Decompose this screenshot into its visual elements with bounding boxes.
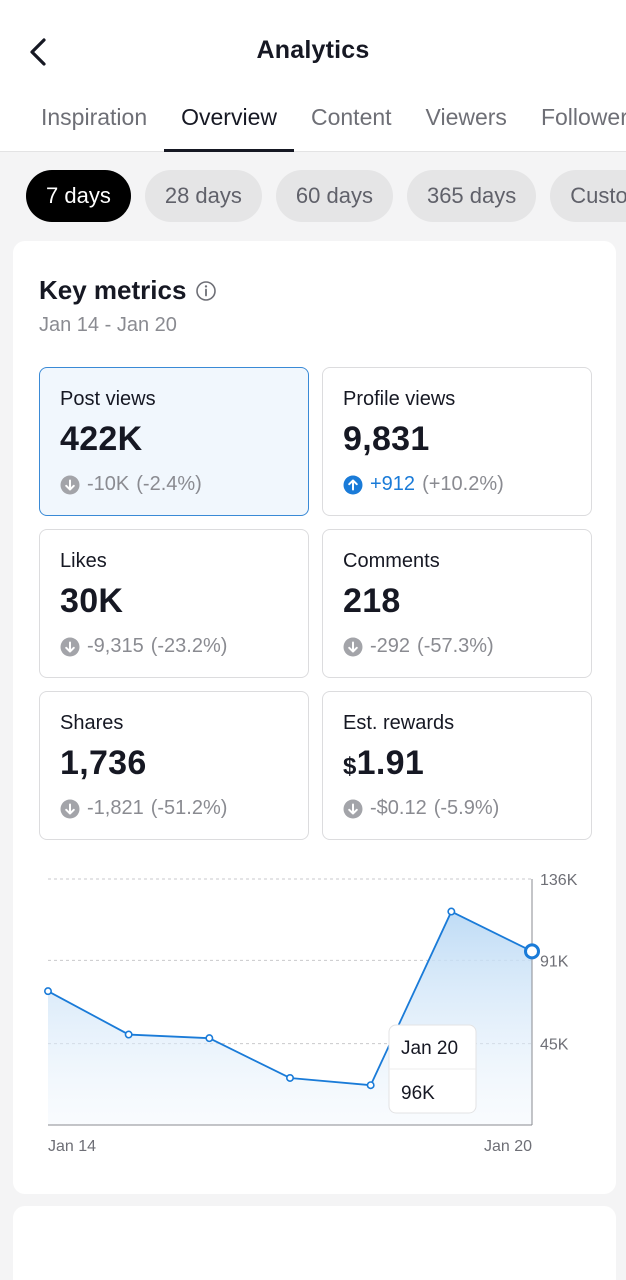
metric-percent: (-51.2%) [150,797,228,819]
info-icon[interactable] [195,280,217,302]
metric-change: -$0.12 (-5.9%) [343,797,591,820]
chart-tooltip-value: 96K [401,1083,435,1104]
metric-label: Est. rewards [343,712,455,734]
metric-change: -1,821 (-51.2%) [60,797,308,820]
arrow-down-circle-icon [60,637,80,657]
metric-change: -292 (-57.3%) [343,635,591,658]
metric-number: 218 [343,582,401,620]
chart-y-tick-label: 91K [540,953,569,970]
metric-percent: (+10.2%) [422,473,504,495]
tab-viewers[interactable]: Viewers [425,104,507,130]
metric-delta: -1,821 [87,797,144,819]
metric-tile-profile-views[interactable]: Profile views 9,831 +912 (+10.2%) [322,367,592,516]
metric-number: 30K [60,582,124,620]
chart-x-tick-label: Jan 14 [48,1138,96,1155]
metric-number: 1,736 [60,744,147,782]
filter-chip-365-days[interactable]: 365 days [406,170,537,222]
metric-value: 218 [343,582,591,621]
metric-number: 9,831 [343,420,430,458]
metric-number: 1.91 [356,744,425,782]
date-range-label: Jan 14 - Jan 20 [39,314,177,336]
arrow-down-circle-icon [343,799,363,819]
metric-value: 9,831 [343,420,591,459]
metric-value: 30K [60,582,308,621]
post-views-chart[interactable]: 45K 91K 136K Jan 14 Jan 20 Jan 20 96K [13,871,616,1171]
metric-value: 1,736 [60,744,308,783]
metric-value: $1.91 [343,744,591,783]
key-metrics-heading: Key metrics [39,275,217,306]
chart-point [43,987,52,996]
chart-tooltip-date: Jan 20 [401,1038,458,1059]
filter-chip-custom[interactable]: Custom [550,170,626,222]
metric-percent: (-57.3%) [417,635,494,657]
metric-change: +912 (+10.2%) [343,473,591,496]
filter-chip-28-days[interactable]: 28 days [144,170,262,222]
key-metrics-title: Key metrics [39,275,187,305]
metric-label: Likes [60,550,107,572]
tab-followers[interactable]: Followers [540,104,626,130]
key-metrics-card: Key metrics Jan 14 - Jan 20 Post views 42… [13,241,616,1194]
metric-delta: -10K [87,473,130,495]
chart-point [447,907,456,916]
tab-overview[interactable]: Overview [164,94,294,152]
metric-currency: $ [343,753,357,780]
metric-percent: (-23.2%) [150,635,228,657]
chart-x-tick-label: Jan 20 [484,1138,532,1155]
chart-point [366,1081,375,1090]
filter-chip-60-days[interactable]: 60 days [275,170,393,222]
chart-point [285,1073,294,1082]
page-title: Analytics [256,36,370,64]
tab-inspiration[interactable]: Inspiration [41,104,148,130]
metric-number: 422K [60,420,143,458]
metric-tile-shares[interactable]: Shares 1,736 -1,821 (-51.2%) [39,691,309,840]
metric-change: -10K (-2.4%) [60,473,308,496]
tab-content[interactable]: Content [310,104,392,130]
metric-change: -9,315 (-23.2%) [60,635,308,658]
metric-percent: (-2.4%) [136,473,202,495]
metric-percent: (-5.9%) [433,797,500,819]
chart-y-tick-label: 45K [540,1037,569,1054]
top-bar: Analytics Inspiration Overview Content View… [0,0,626,152]
metric-label: Profile views [343,388,456,410]
arrow-down-circle-icon [343,637,363,657]
metric-label: Comments [343,550,440,572]
back-button[interactable] [18,30,58,74]
metric-delta: -$0.12 [370,797,427,819]
chart-y-tick-label: 136K [540,872,578,889]
metric-tile-comments[interactable]: Comments 218 -292 (-57.3%) [322,529,592,678]
next-section-card [13,1206,616,1280]
metric-value: 422K [60,420,308,459]
metric-delta: -9,315 [87,635,144,657]
arrow-down-circle-icon [60,799,80,819]
metric-delta: -292 [370,635,411,657]
filter-chip-7-days[interactable]: 7 days [26,170,131,222]
chevron-left-icon [30,38,46,66]
chart-point-selected [524,943,540,960]
metric-tile-post-views[interactable]: Post views 422K -10K (-2.4%) [39,367,309,516]
chart-point [124,1030,133,1039]
metric-label: Shares [60,712,124,734]
metric-label: Post views [60,388,156,410]
metric-tile-likes[interactable]: Likes 30K -9,315 (-23.2%) [39,529,309,678]
arrow-down-circle-icon [60,475,80,495]
chart-point [205,1034,214,1043]
metric-tile-est-rewards[interactable]: Est. rewards $1.91 -$0.12 (-5.9%) [322,691,592,840]
arrow-up-circle-icon [343,475,363,495]
tab-bar: Inspiration Overview Content Viewers Followe… [0,94,626,152]
metric-delta: +912 [370,473,416,495]
